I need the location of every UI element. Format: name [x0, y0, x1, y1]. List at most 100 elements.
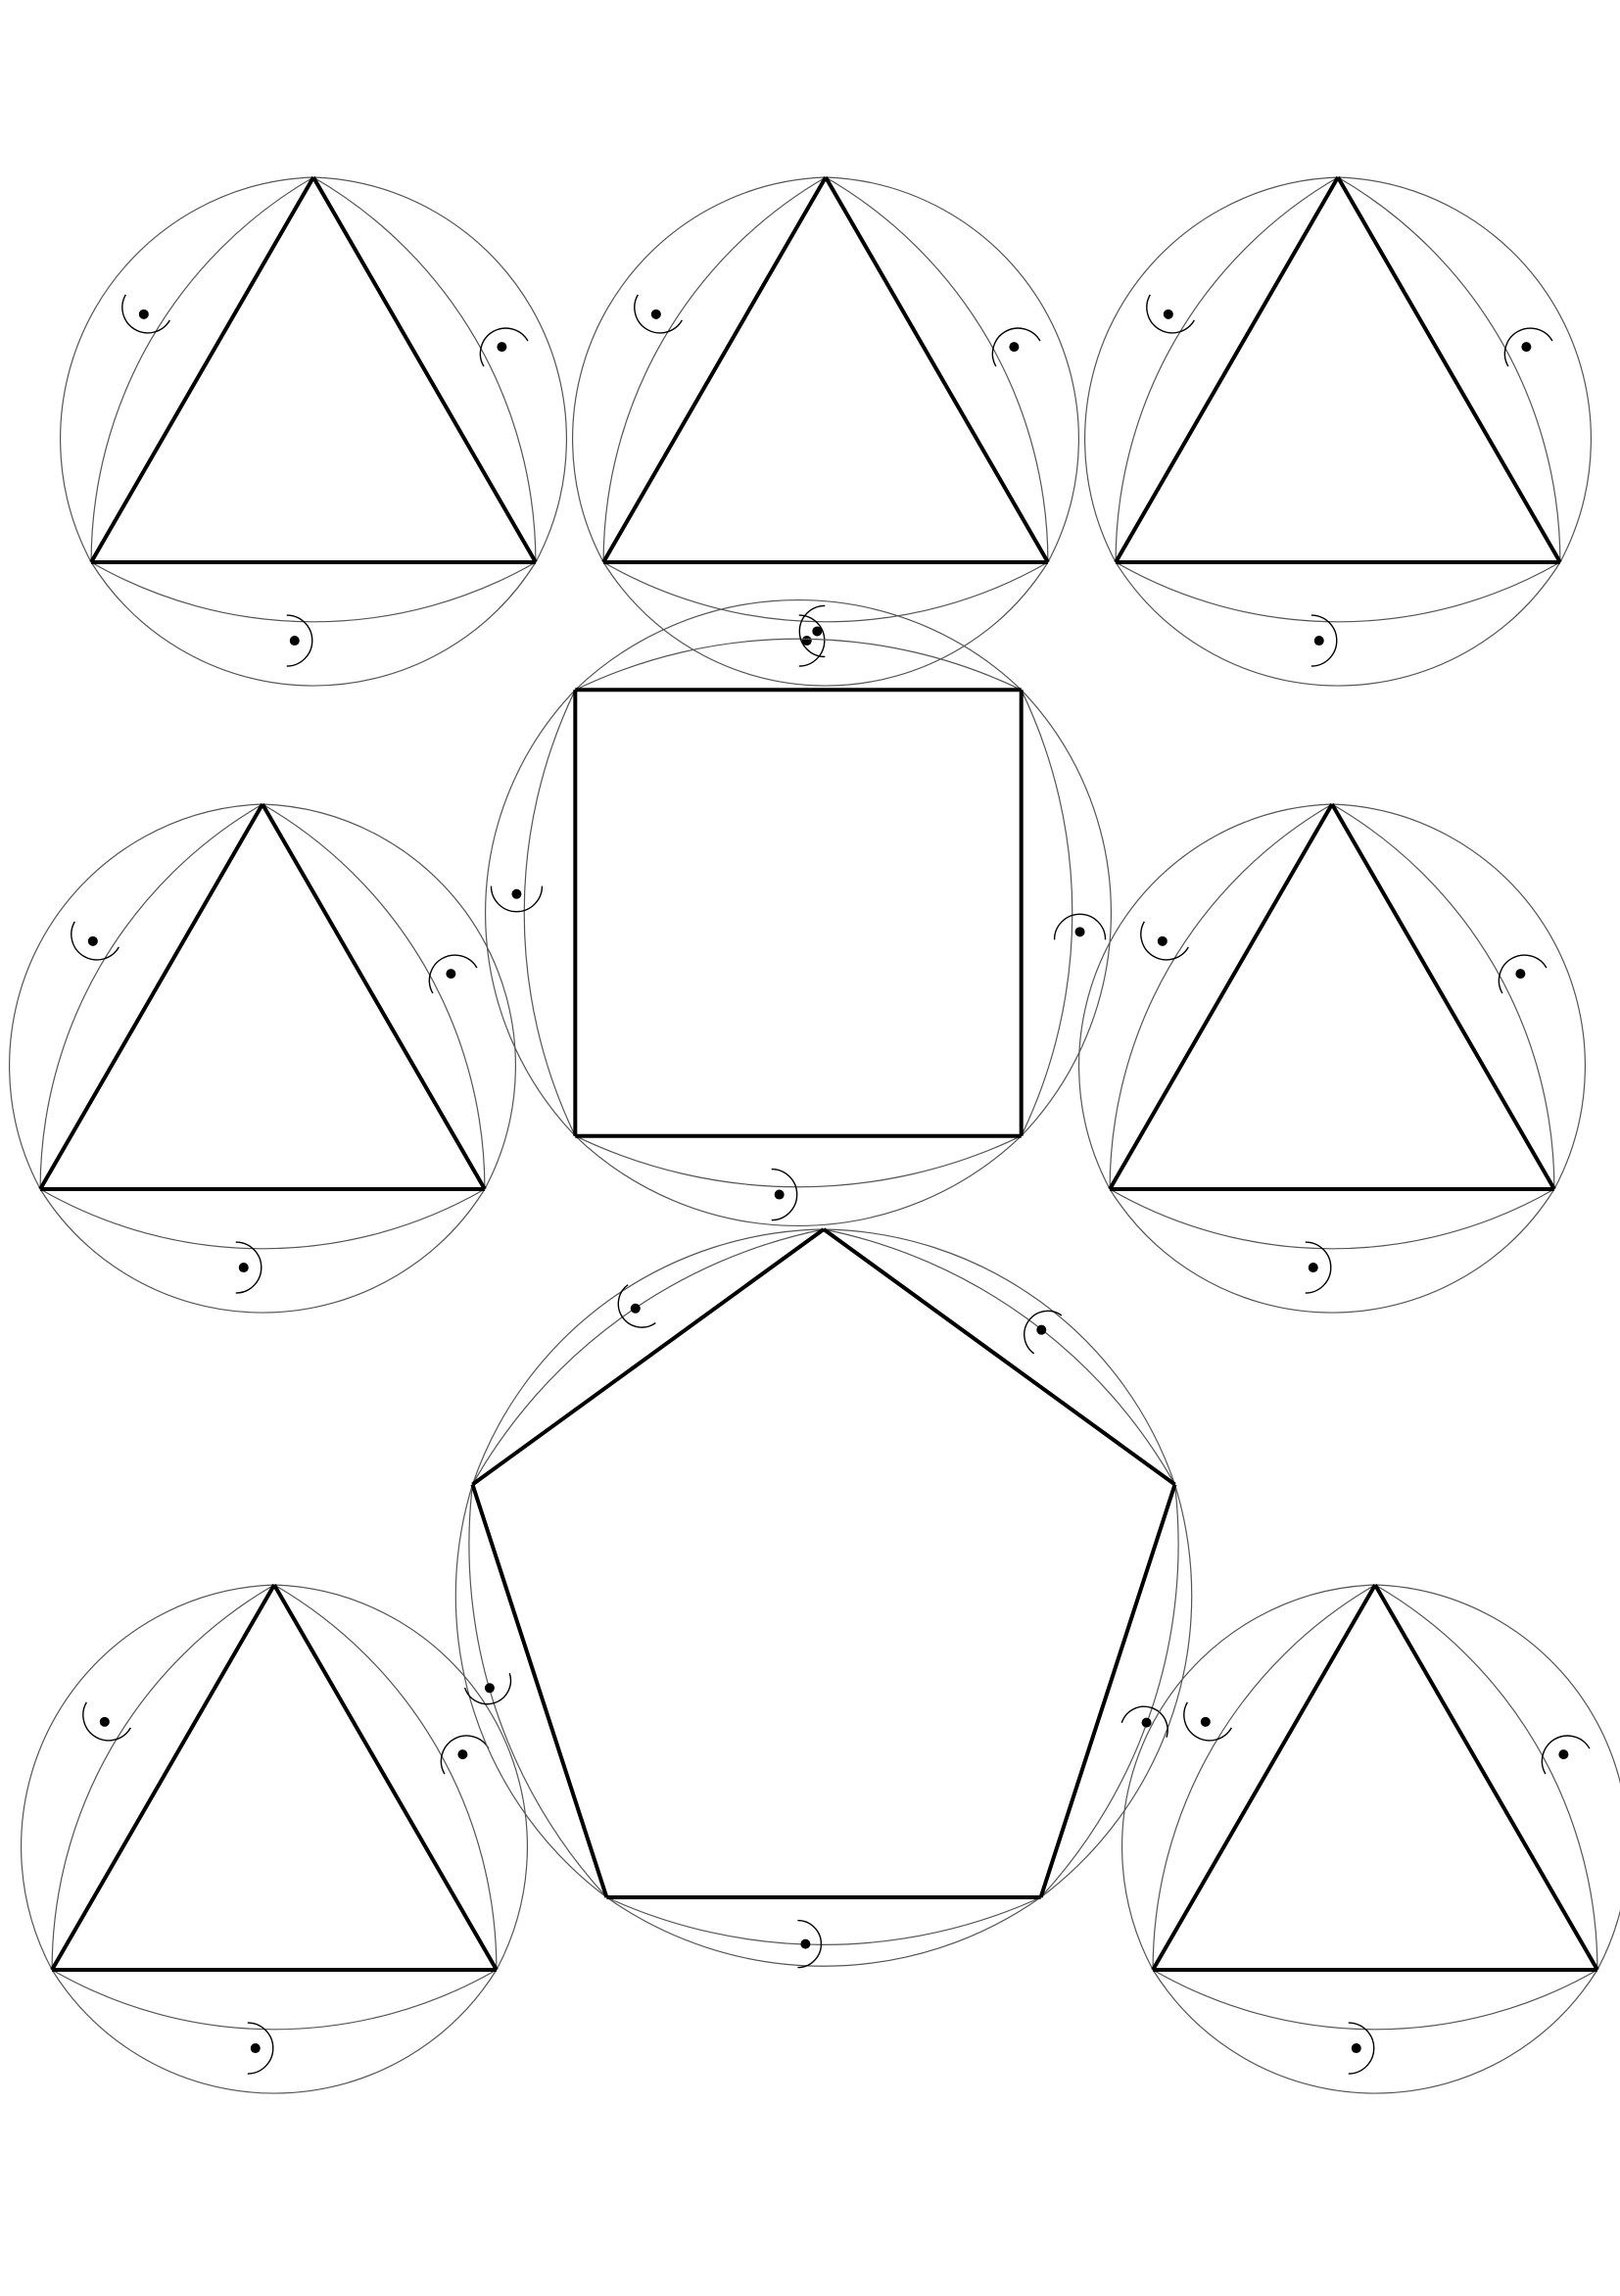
inner-arc [262, 803, 486, 1190]
outer-arc [1121, 1584, 1376, 1971]
right-angle-hook [247, 2022, 274, 2075]
inner-arc [1331, 803, 1555, 1190]
polygon-edge [272, 1583, 499, 1972]
outer-arc [1084, 176, 1339, 563]
right-angle-hook [1146, 294, 1195, 334]
right-angle-hook [771, 1168, 798, 1221]
outer-arc [1109, 1188, 1555, 1314]
outer-arc [1021, 689, 1113, 1137]
right-angle-hook [1310, 614, 1338, 667]
right-angle-hook [235, 1241, 262, 1294]
outer-arc [572, 176, 827, 563]
inner-arc [39, 1188, 486, 1250]
inner-arc [575, 1135, 1022, 1188]
right-angle-hook [490, 885, 544, 913]
right-angle-hook [1348, 2022, 1375, 2075]
outer-arc [606, 1896, 1041, 1967]
polygon-edge [50, 1583, 276, 1972]
center-dot [1157, 935, 1167, 946]
outer-arc [574, 598, 1023, 691]
right-angle-hook [1503, 327, 1553, 367]
triangle-figure [60, 175, 567, 687]
polygon-edge [1151, 1583, 1377, 1972]
center-dot [289, 636, 300, 646]
outer-arc [574, 1135, 1023, 1227]
center-dot [446, 969, 456, 980]
outer-arc [273, 1584, 528, 1971]
triangle-figure [1084, 175, 1592, 687]
inner-arc [1115, 176, 1339, 563]
right-angle-hook [1498, 954, 1548, 994]
center-dot [1200, 1716, 1211, 1727]
right-angle-hook [798, 614, 826, 667]
center-dot [774, 1189, 785, 1200]
center-dot [99, 1716, 110, 1727]
square-figure [484, 598, 1113, 1227]
inner-arc [1152, 1969, 1598, 2031]
outer-arc [9, 803, 263, 1190]
center-dot [457, 1749, 468, 1760]
right-angle-hook [617, 1284, 656, 1328]
center-dot [1313, 636, 1324, 646]
polygon-edge [1336, 175, 1562, 564]
right-angle-hook [1053, 913, 1107, 940]
outer-arc [262, 803, 516, 1190]
inner-arc [51, 1584, 275, 1971]
polygon-edge [824, 175, 1050, 564]
inner-arc [51, 1969, 498, 2031]
right-angle-hook [1305, 1241, 1332, 1294]
outer-arc [1115, 561, 1561, 687]
right-angle-hook [286, 614, 313, 667]
inner-arc [575, 638, 1022, 691]
inner-arc [273, 1584, 498, 1971]
right-angle-hook [121, 294, 170, 334]
center-dot [1558, 1749, 1569, 1760]
inner-arc [312, 176, 537, 563]
inner-arc [39, 803, 263, 1190]
right-angle-hook [1541, 1735, 1591, 1775]
outer-arc [823, 1228, 1176, 1485]
triangle-figure [1121, 1583, 1620, 2094]
center-dot [484, 1683, 495, 1694]
outer-arc [90, 561, 537, 687]
polygon-edge [1038, 1483, 1177, 1898]
center-dot [497, 342, 507, 353]
polygon-edge [1114, 175, 1340, 564]
outer-arc [1374, 1584, 1620, 1971]
polygon-edge [822, 1227, 1176, 1487]
inner-arc [90, 561, 537, 623]
inner-arc [1115, 561, 1561, 623]
polygon-edge [89, 175, 315, 564]
inner-arc [468, 1484, 607, 1898]
center-dot [1141, 1717, 1152, 1728]
inner-arc [825, 176, 1049, 563]
center-dot [1521, 342, 1532, 353]
polygon-edge [1373, 1583, 1599, 1972]
outer-arc [60, 176, 314, 563]
outer-arc [602, 561, 1049, 687]
right-angle-hook [634, 294, 683, 334]
polygon-edge [38, 802, 264, 1191]
inner-arc [1109, 1188, 1555, 1250]
outer-arc [825, 176, 1079, 563]
outer-arc [471, 1228, 825, 1485]
center-dot [250, 2043, 261, 2054]
polygon-edge [470, 1483, 609, 1898]
outer-arc [39, 1188, 486, 1314]
polygon-edge [601, 175, 828, 564]
triangle-figure [21, 1583, 528, 2094]
pentagon-figure [454, 1227, 1193, 1969]
inner-arc [1374, 1584, 1598, 1971]
outer-arc [1078, 803, 1333, 1190]
center-dot [1163, 309, 1173, 319]
center-dot [801, 636, 812, 646]
right-angle-hook [463, 1673, 512, 1705]
center-dot [138, 309, 149, 319]
right-angle-hook [1120, 1705, 1168, 1738]
outer-arc [1152, 1969, 1598, 2094]
inner-arc [1152, 1584, 1376, 1971]
right-angle-hook [82, 1701, 131, 1742]
right-angle-hook [428, 954, 478, 994]
polygon-edge [471, 1227, 826, 1487]
center-dot [87, 935, 98, 946]
